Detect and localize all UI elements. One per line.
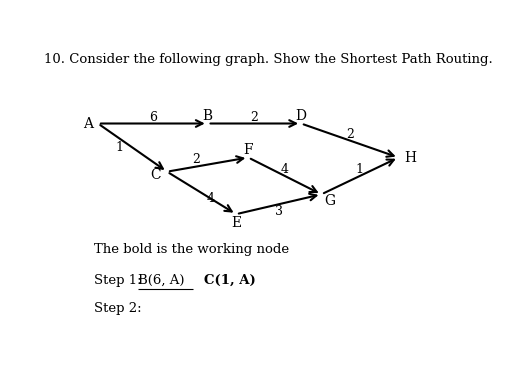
Text: F: F <box>244 143 253 157</box>
Text: A: A <box>83 117 93 131</box>
Text: Step 2:: Step 2: <box>94 302 141 315</box>
Text: Step 1:: Step 1: <box>94 274 146 287</box>
Text: 2: 2 <box>346 128 354 141</box>
Text: H: H <box>404 151 416 164</box>
Text: 4: 4 <box>206 191 214 205</box>
Text: D: D <box>296 109 307 123</box>
Text: 3: 3 <box>275 205 283 217</box>
Text: E: E <box>231 216 241 230</box>
Text: C: C <box>150 168 161 182</box>
Text: B: B <box>203 109 213 123</box>
Text: G: G <box>325 194 336 208</box>
Text: 2: 2 <box>250 111 258 124</box>
Text: 1: 1 <box>356 163 364 176</box>
Text: 1: 1 <box>115 141 124 154</box>
Text: B(6, A): B(6, A) <box>138 274 189 287</box>
Text: 2: 2 <box>192 153 200 166</box>
Text: 10. Consider the following graph. Show the Shortest Path Routing.: 10. Consider the following graph. Show t… <box>44 53 493 66</box>
Text: C(1, A): C(1, A) <box>203 274 255 287</box>
Text: The bold is the working node: The bold is the working node <box>94 243 289 255</box>
Text: 6: 6 <box>149 111 157 124</box>
Text: 4: 4 <box>281 163 289 176</box>
